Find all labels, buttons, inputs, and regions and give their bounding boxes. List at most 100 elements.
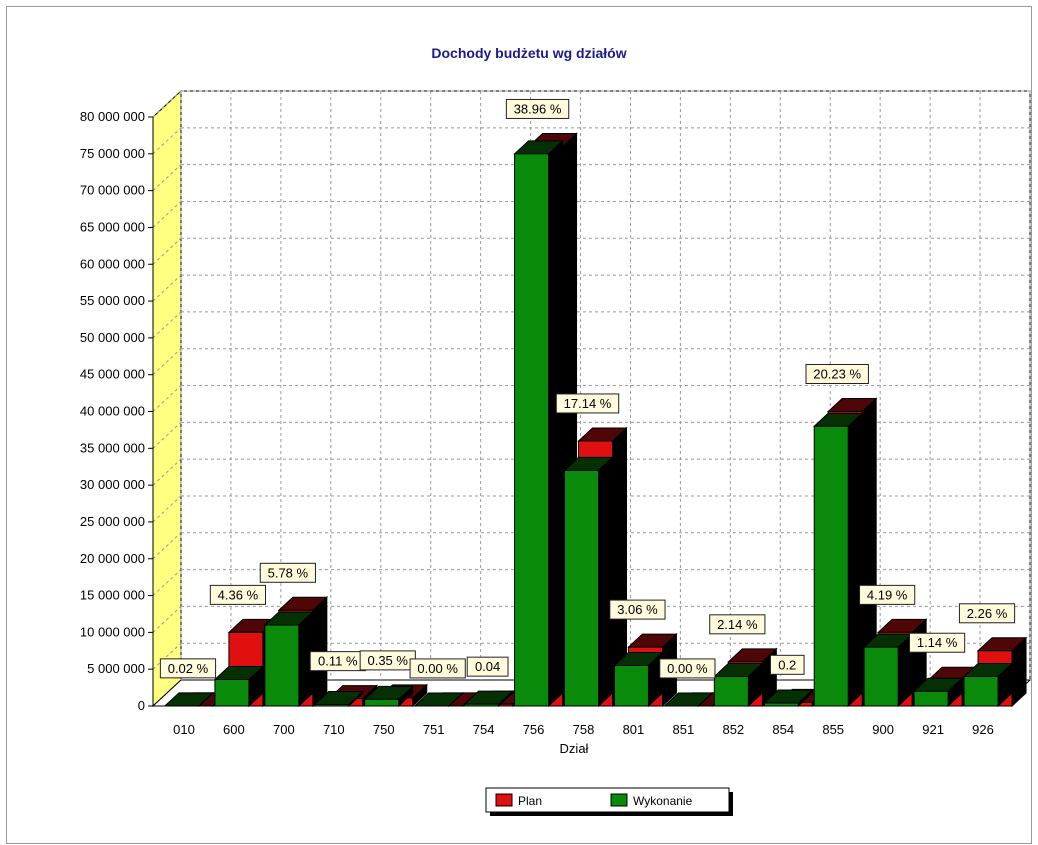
wykonanie-bar-855-side bbox=[847, 412, 863, 708]
data-label: 0.00 % bbox=[667, 661, 708, 676]
legend-swatch-wykonanie bbox=[610, 793, 628, 807]
wykonanie-bar-852-front bbox=[713, 676, 749, 707]
x-tick-label: 756 bbox=[523, 722, 545, 737]
data-label-box bbox=[466, 656, 509, 677]
wykonanie-bar-758-front bbox=[564, 469, 599, 707]
grid-line-wall bbox=[152, 385, 182, 412]
data-label-box bbox=[259, 562, 316, 583]
x-tick-label: 900 bbox=[872, 722, 894, 737]
y-tick-label: 70 000 000 bbox=[80, 183, 145, 198]
data-label-box bbox=[555, 393, 620, 414]
grid-line-wall bbox=[152, 495, 182, 523]
x-tick-label: 710 bbox=[323, 722, 345, 737]
data-label-box bbox=[805, 364, 869, 384]
wykonanie-bar-700-front bbox=[264, 624, 300, 707]
y-tick-label: 80 000 000 bbox=[80, 109, 145, 124]
data-label: 0.02 % bbox=[168, 661, 209, 676]
grid-line-wall bbox=[152, 532, 182, 560]
data-label: 2.14 % bbox=[717, 617, 758, 632]
wykonanie-bar-754-front bbox=[464, 703, 500, 707]
y-tick-label: 5 000 000 bbox=[87, 661, 145, 676]
legend-label-wykonanie: Wykonanie bbox=[633, 794, 693, 808]
wykonanie-bar-900 bbox=[862, 632, 914, 708]
x-tick-label: 852 bbox=[722, 722, 744, 737]
data-label-box bbox=[769, 654, 805, 675]
data-label: 0.2 bbox=[778, 657, 796, 672]
legend-swatch-plan bbox=[495, 793, 513, 807]
wykonanie-bar-010 bbox=[163, 691, 215, 708]
data-label-box bbox=[908, 632, 966, 653]
x-tick-label: 801 bbox=[623, 722, 645, 737]
data-label-box bbox=[709, 614, 766, 635]
grid-line-wall bbox=[152, 421, 182, 449]
x-tick-label: 751 bbox=[423, 722, 445, 737]
data-label: 3.06 % bbox=[617, 602, 658, 617]
wykonanie-bar-754 bbox=[463, 690, 514, 708]
wykonanie-bar-750 bbox=[363, 685, 415, 708]
wykonanie-bar-600 bbox=[213, 665, 265, 708]
y-tick-label: 25 000 000 bbox=[80, 514, 145, 529]
wykonanie-bar-600-front bbox=[214, 678, 250, 707]
wykonanie-bar-710 bbox=[313, 690, 365, 708]
y-tick-label: 50 000 000 bbox=[80, 330, 145, 345]
x-tick-label: 758 bbox=[573, 722, 595, 737]
data-label-box bbox=[209, 584, 267, 605]
y-tick-label: 40 000 000 bbox=[80, 404, 145, 419]
y-tick-label: 10 000 000 bbox=[80, 624, 145, 639]
wykonanie-bar-756-front bbox=[514, 153, 550, 707]
wykonanie-bar-855 bbox=[812, 412, 864, 708]
data-label-box bbox=[659, 658, 716, 679]
x-tick-label: 750 bbox=[373, 722, 395, 737]
x-axis-title: Dział bbox=[560, 741, 589, 756]
wykonanie-bar-758-side bbox=[598, 456, 613, 708]
y-tick-label: 0 bbox=[138, 698, 145, 713]
grid-line-wall bbox=[152, 642, 182, 670]
y-tick-label: 60 000 000 bbox=[80, 256, 145, 271]
legend-label-plan: Plan bbox=[518, 794, 542, 808]
wykonanie-bar-854 bbox=[762, 688, 814, 708]
wykonanie-bar-756 bbox=[513, 139, 564, 708]
grid-line-wall bbox=[152, 348, 182, 376]
wykonanie-bar-758 bbox=[563, 456, 614, 708]
data-label-box bbox=[609, 599, 666, 620]
chart-title: Dochody budżetu wg działów bbox=[431, 45, 626, 61]
wykonanie-bar-900-front bbox=[863, 646, 899, 707]
x-tick-label: 854 bbox=[772, 722, 794, 737]
legend: Plan Wykonanie bbox=[485, 787, 733, 816]
data-label: 17.14 % bbox=[564, 396, 612, 411]
data-label: 2.26 % bbox=[967, 606, 1008, 621]
wykonanie-bar-801-front bbox=[613, 665, 649, 707]
budget-bar-chart: Dochody budżetu wg działów 0 5 000 000 10 … bbox=[80, 45, 1031, 816]
data-label: 20.23 % bbox=[813, 367, 861, 382]
legend-box bbox=[485, 787, 730, 813]
wykonanie-bar-921-front bbox=[913, 690, 949, 707]
data-label: 5.78 % bbox=[268, 565, 309, 580]
wykonanie-bar-710-front bbox=[314, 704, 350, 707]
wykonanie-bar-750-front bbox=[364, 698, 400, 707]
grid-line-wall bbox=[152, 127, 182, 155]
grid-line-wall bbox=[152, 164, 182, 191]
x-tick-label: 700 bbox=[273, 722, 295, 737]
wykonanie-bar-751 bbox=[413, 691, 464, 708]
x-tick-label: 010 bbox=[173, 722, 195, 737]
wykonanie-bar-854-front bbox=[763, 702, 799, 707]
wykonanie-bar-852 bbox=[713, 662, 764, 708]
x-tick-label: 851 bbox=[673, 722, 695, 737]
wykonanie-bar-926 bbox=[962, 662, 1014, 708]
y-tick-label: 75 000 000 bbox=[80, 146, 145, 161]
data-label: 0.35 % bbox=[367, 653, 408, 668]
chart-frame: Dochody budżetu wg działów 0 5 000 000 10 … bbox=[6, 6, 1032, 844]
y-tick-label: 30 000 000 bbox=[80, 477, 145, 492]
wykonanie-bar-700 bbox=[263, 610, 315, 708]
grid-line-wall bbox=[152, 274, 182, 302]
grid-line-wall bbox=[152, 311, 182, 339]
data-label: 1.14 % bbox=[917, 635, 958, 650]
wykonanie-bar-926-front bbox=[963, 676, 999, 707]
y-tick-label: 15 000 000 bbox=[80, 588, 145, 603]
grid-line-wall bbox=[152, 569, 182, 596]
wykonanie-bar-855-front bbox=[813, 425, 849, 707]
x-tick-label: 600 bbox=[223, 722, 245, 737]
y-tick-label: 20 000 000 bbox=[80, 551, 145, 566]
data-label: 4.36 % bbox=[218, 587, 259, 602]
grid-line-wall bbox=[152, 90, 182, 118]
